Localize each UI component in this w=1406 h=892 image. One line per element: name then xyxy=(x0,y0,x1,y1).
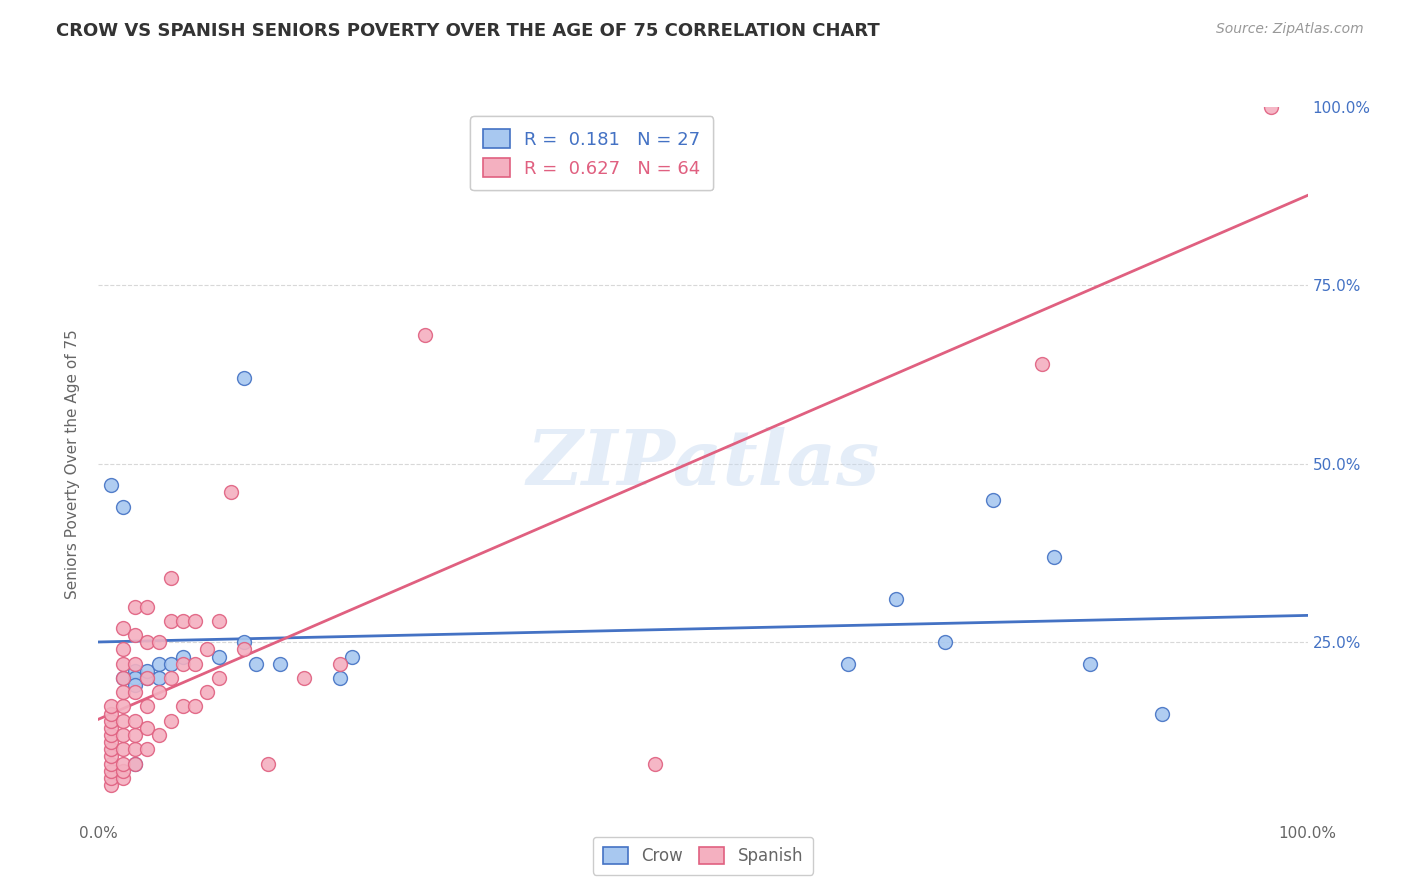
Point xyxy=(111,771,134,785)
Legend: Crow, Spanish: Crow, Spanish xyxy=(593,837,813,875)
Point xyxy=(124,671,146,685)
Point xyxy=(111,728,134,742)
Point xyxy=(160,571,183,585)
Point xyxy=(886,592,908,607)
Point xyxy=(124,685,146,699)
Point xyxy=(269,657,291,671)
Point xyxy=(111,671,134,685)
Point xyxy=(195,642,218,657)
Point xyxy=(100,742,122,756)
Point xyxy=(100,764,122,778)
Point xyxy=(100,756,122,771)
Point xyxy=(208,649,231,664)
Point xyxy=(195,685,218,699)
Point xyxy=(837,657,859,671)
Point xyxy=(342,649,364,664)
Point xyxy=(111,500,134,514)
Point xyxy=(1078,657,1101,671)
Point xyxy=(160,614,183,628)
Point xyxy=(135,599,157,614)
Point xyxy=(172,614,194,628)
Point xyxy=(172,657,194,671)
Point xyxy=(934,635,956,649)
Point xyxy=(208,614,231,628)
Y-axis label: Seniors Poverty Over the Age of 75: Seniors Poverty Over the Age of 75 xyxy=(65,329,80,599)
Point xyxy=(124,628,146,642)
Point xyxy=(111,657,134,671)
Point xyxy=(1042,549,1064,564)
Point xyxy=(100,706,122,721)
Point xyxy=(124,756,146,771)
Point xyxy=(100,728,122,742)
Point xyxy=(981,492,1004,507)
Text: Source: ZipAtlas.com: Source: ZipAtlas.com xyxy=(1216,22,1364,37)
Point xyxy=(111,671,134,685)
Point xyxy=(148,685,170,699)
Point xyxy=(124,657,146,671)
Point xyxy=(160,657,183,671)
Point xyxy=(124,728,146,742)
Point xyxy=(111,621,134,635)
Point xyxy=(124,756,146,771)
Point xyxy=(184,699,207,714)
Point xyxy=(135,721,157,735)
Point xyxy=(124,714,146,728)
Point xyxy=(135,671,157,685)
Point xyxy=(413,328,436,343)
Point xyxy=(111,714,134,728)
Point xyxy=(148,657,170,671)
Point xyxy=(329,657,352,671)
Point xyxy=(292,671,315,685)
Point xyxy=(160,714,183,728)
Point xyxy=(124,742,146,756)
Point xyxy=(160,671,183,685)
Point xyxy=(329,671,352,685)
Point xyxy=(256,756,278,771)
Point xyxy=(135,699,157,714)
Point xyxy=(124,678,146,692)
Point xyxy=(100,771,122,785)
Point xyxy=(135,635,157,649)
Point xyxy=(148,728,170,742)
Point xyxy=(111,685,134,699)
Point xyxy=(1260,100,1282,114)
Point xyxy=(111,642,134,657)
Point xyxy=(172,699,194,714)
Point xyxy=(100,749,122,764)
Point xyxy=(184,657,207,671)
Point xyxy=(221,485,243,500)
Point xyxy=(111,756,134,771)
Point xyxy=(100,778,122,792)
Point xyxy=(111,764,134,778)
Point xyxy=(100,735,122,749)
Point xyxy=(100,699,122,714)
Point xyxy=(644,756,666,771)
Point xyxy=(232,642,254,657)
Point xyxy=(111,699,134,714)
Point xyxy=(1031,357,1053,371)
Point xyxy=(135,671,157,685)
Point xyxy=(124,664,146,678)
Text: CROW VS SPANISH SENIORS POVERTY OVER THE AGE OF 75 CORRELATION CHART: CROW VS SPANISH SENIORS POVERTY OVER THE… xyxy=(56,22,880,40)
Point xyxy=(148,635,170,649)
Point xyxy=(111,742,134,756)
Point xyxy=(208,671,231,685)
Point xyxy=(135,742,157,756)
Point xyxy=(172,649,194,664)
Point xyxy=(148,671,170,685)
Legend: R =  0.181   N = 27, R =  0.627   N = 64: R = 0.181 N = 27, R = 0.627 N = 64 xyxy=(470,116,713,190)
Point xyxy=(245,657,267,671)
Point xyxy=(1152,706,1174,721)
Point xyxy=(100,478,122,492)
Point xyxy=(135,664,157,678)
Point xyxy=(184,614,207,628)
Point xyxy=(124,599,146,614)
Point xyxy=(100,721,122,735)
Point xyxy=(232,635,254,649)
Point xyxy=(100,714,122,728)
Text: ZIPatlas: ZIPatlas xyxy=(526,427,880,500)
Point xyxy=(232,371,254,385)
